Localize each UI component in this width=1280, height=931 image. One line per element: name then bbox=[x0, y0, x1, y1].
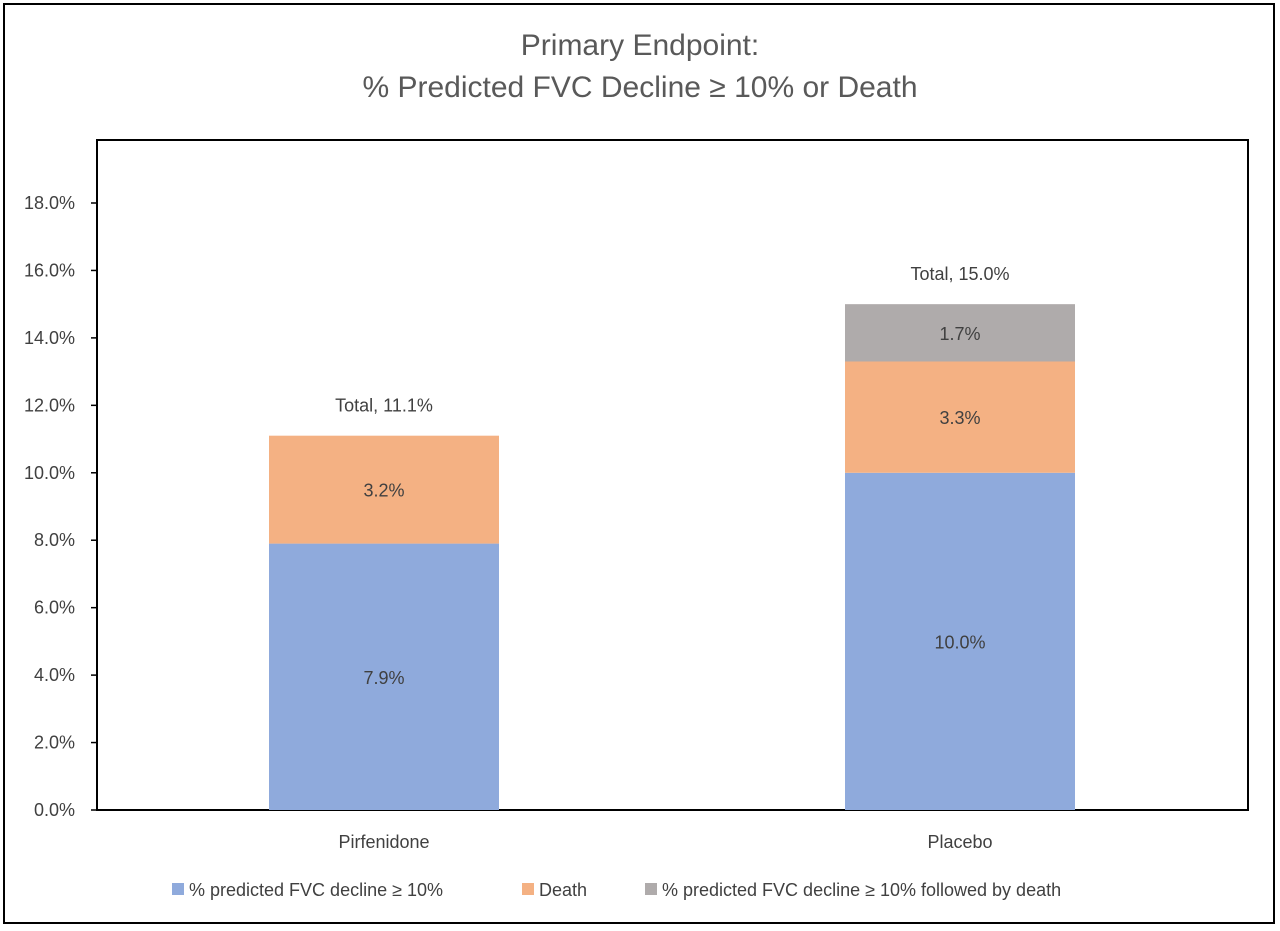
x-category-label: Pirfenidone bbox=[338, 832, 429, 852]
data-label: 7.9% bbox=[363, 668, 404, 688]
total-label: Total, 11.1% bbox=[335, 396, 433, 416]
y-tick-label: 4.0% bbox=[34, 665, 75, 685]
y-tick-label: 6.0% bbox=[34, 598, 75, 618]
legend: % predicted FVC decline ≥ 10% Death % pred… bbox=[172, 880, 1061, 900]
legend-swatch bbox=[522, 883, 534, 895]
legend-label: % predicted FVC decline ≥ 10% followed b… bbox=[662, 880, 1061, 900]
y-tick-label: 16.0% bbox=[24, 260, 75, 280]
data-label: 3.3% bbox=[939, 408, 980, 428]
bar-segment bbox=[845, 304, 1075, 362]
bar-segment bbox=[269, 543, 499, 810]
bar-segment bbox=[269, 435, 499, 544]
y-tick-label: 8.0% bbox=[34, 530, 75, 550]
y-tick-label: 12.0% bbox=[24, 395, 75, 415]
y-tick-label: 0.0% bbox=[34, 800, 75, 820]
data-label: 3.2% bbox=[363, 481, 404, 501]
y-tick-label: 18.0% bbox=[24, 193, 75, 213]
y-tick-label: 2.0% bbox=[34, 733, 75, 753]
chart-title-line2: % Predicted FVC Decline ≥ 10% or Death bbox=[362, 71, 917, 104]
legend-label: % predicted FVC decline ≥ 10% bbox=[189, 880, 443, 900]
total-label: Total, 15.0% bbox=[910, 264, 1009, 284]
x-category-label: Placebo bbox=[927, 832, 992, 852]
y-tick-label: 10.0% bbox=[24, 463, 75, 483]
y-tick-label: 14.0% bbox=[24, 328, 75, 348]
legend-swatch bbox=[172, 883, 184, 895]
chart-title-line1: Primary Endpoint: bbox=[521, 29, 759, 62]
legend-label: Death bbox=[539, 880, 587, 900]
bar-segment bbox=[845, 361, 1075, 473]
data-label: 1.7% bbox=[939, 324, 980, 344]
data-label: 10.0% bbox=[934, 632, 985, 652]
bar-segment bbox=[845, 472, 1075, 810]
legend-swatch bbox=[645, 883, 657, 895]
plot-area: 0.0% 2.0% 4.0% 6.0% 8.0% 10.0% 12.0% 14.0% 16.0%… bbox=[24, 139, 1249, 852]
